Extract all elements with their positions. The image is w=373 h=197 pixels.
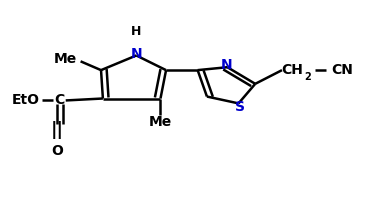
Text: N: N [221,58,232,72]
Text: H: H [131,25,141,38]
Text: 2: 2 [304,72,311,82]
Text: S: S [235,100,245,114]
Text: CH: CH [282,63,303,77]
Text: ||: || [51,121,64,139]
Text: CN: CN [332,63,354,77]
Text: C: C [54,93,65,107]
Text: Me: Me [54,52,77,66]
Text: N: N [131,46,142,60]
Text: Me: Me [149,115,172,129]
Text: EtO: EtO [12,93,40,107]
Text: O: O [51,144,63,158]
